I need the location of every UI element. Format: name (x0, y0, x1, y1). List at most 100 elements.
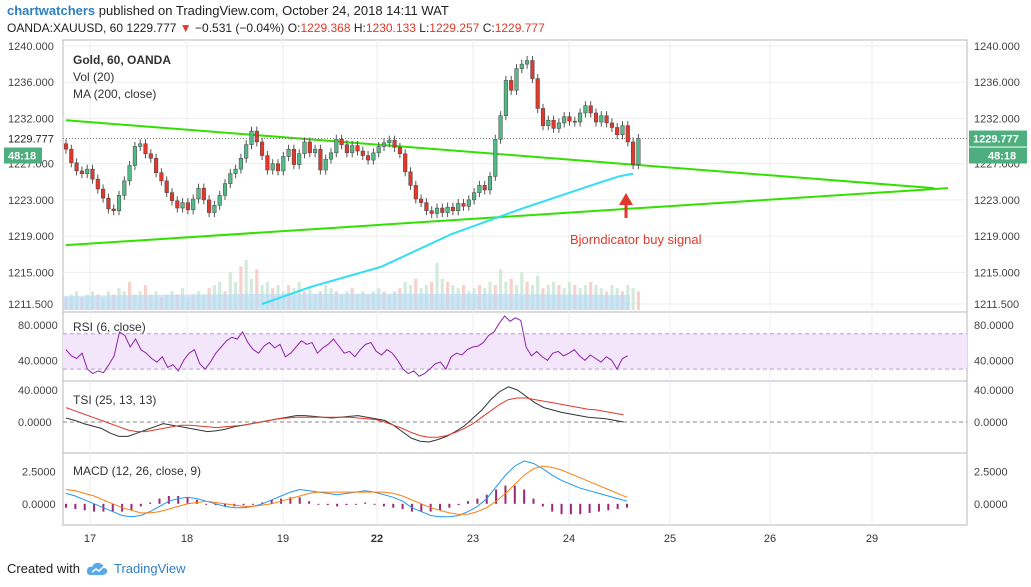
candle (313, 148, 318, 154)
candle (556, 122, 561, 129)
candle (540, 108, 546, 126)
candle (440, 207, 445, 213)
macd-histogram-bar (401, 503, 404, 509)
candle (85, 168, 90, 174)
macd-histogram-bar (495, 489, 498, 504)
macd-histogram-bar (364, 502, 367, 504)
candle (334, 138, 339, 154)
candle (69, 148, 74, 164)
trendline (65, 187, 949, 247)
candle (159, 172, 164, 182)
candle (445, 206, 450, 213)
candle (291, 148, 296, 165)
countdown-label-left: 48:18 (8, 151, 36, 163)
macd-histogram-bar (457, 503, 460, 506)
candle (254, 130, 259, 143)
macd-histogram-bar (588, 503, 591, 513)
volume-ma-area (63, 293, 630, 310)
candle (328, 152, 334, 160)
tsi-signal-line (65, 397, 624, 438)
symbol-line: OANDA:XAUUSD, 60 1229.777 ▼ −0.531 (−0.0… (7, 21, 545, 35)
macd-histogram-bar (467, 501, 470, 504)
x-tick-label: 24 (563, 533, 575, 545)
macd-histogram-bar (289, 497, 292, 504)
macd-histogram-bar (308, 501, 311, 504)
candle (106, 197, 111, 210)
candle (567, 116, 572, 122)
candle (318, 148, 323, 171)
tradingview-brand: TradingView (113, 561, 186, 576)
x-tick-label: 19 (277, 533, 289, 545)
candle (201, 187, 206, 201)
candle (339, 138, 344, 145)
candle (456, 203, 461, 212)
candle (191, 198, 196, 211)
x-tick-label: 26 (764, 533, 776, 545)
candle (625, 125, 630, 143)
candle (281, 156, 286, 172)
candle (514, 68, 519, 91)
y-tick-label-right: 2.5000 (974, 466, 1008, 478)
candle (434, 207, 440, 214)
last-price-bg-right (969, 130, 1027, 147)
candle (228, 173, 233, 184)
macd-histogram-bar (177, 496, 180, 504)
candle (260, 141, 265, 156)
macd-histogram-bar (149, 502, 152, 504)
macd-histogram-bar (532, 498, 535, 504)
macd-histogram-bar (420, 503, 423, 512)
candle (196, 187, 201, 200)
candle (350, 145, 355, 154)
countdown-bg-left (4, 147, 42, 164)
y-tick-label-left: 1232.000 (8, 113, 54, 125)
candle (609, 122, 614, 128)
volume-bar (244, 260, 248, 310)
candle (461, 203, 466, 207)
candle (302, 141, 307, 154)
pane-title: TSI (25, 13, 13) (73, 393, 156, 407)
volume-bar (435, 263, 439, 310)
candle (101, 188, 106, 199)
macd-histogram-bar (597, 503, 600, 512)
macd-histogram-bar (607, 503, 610, 511)
y-tick-label-left: 0.0000 (18, 417, 52, 429)
candle (604, 115, 609, 124)
macd-histogram-bar (354, 503, 357, 505)
candle (466, 199, 471, 207)
y-tick-label-left: 1211.500 (8, 299, 53, 311)
y-tick-label-right: 1240.000 (974, 41, 1020, 53)
volume-bar (499, 269, 503, 310)
tradingview-link[interactable]: TradingView (86, 561, 186, 576)
x-tick-label: 29 (866, 533, 878, 545)
publisher-user-link[interactable]: chartwatchers (7, 3, 96, 18)
candle (519, 63, 524, 69)
countdown-label-right: 48:18 (988, 151, 1016, 163)
macd-histogram-bar (373, 503, 376, 505)
macd-histogram-bar (252, 503, 254, 505)
y-tick-label-left: 1223.000 (8, 195, 54, 207)
candle (593, 112, 599, 123)
candle (244, 144, 249, 159)
candle (498, 115, 503, 140)
macd-histogram-bar (523, 489, 526, 504)
created-with-text: Created with (7, 561, 80, 576)
volume-bar (255, 269, 259, 310)
y-tick-label-right: 80.0000 (974, 320, 1014, 332)
x-tick-label: 18 (181, 533, 193, 545)
price-change: −0.531 (−0.04%) (195, 21, 285, 35)
close-value: 1229.777 (494, 21, 545, 35)
candle (148, 153, 153, 159)
open-value: 1229.368 (300, 21, 351, 35)
macd-histogram-bar (130, 503, 133, 511)
y-tick-label-right: 1211.500 (974, 299, 1019, 311)
footer: Created with TradingView (7, 561, 186, 576)
ma-200-line (261, 172, 634, 305)
candle (63, 143, 69, 150)
macd-histogram-bar (382, 503, 385, 507)
pane-title: RSI (6, close) (73, 320, 146, 334)
candle (323, 158, 328, 171)
candle (376, 146, 381, 154)
candle (588, 105, 593, 114)
candle (583, 105, 588, 114)
